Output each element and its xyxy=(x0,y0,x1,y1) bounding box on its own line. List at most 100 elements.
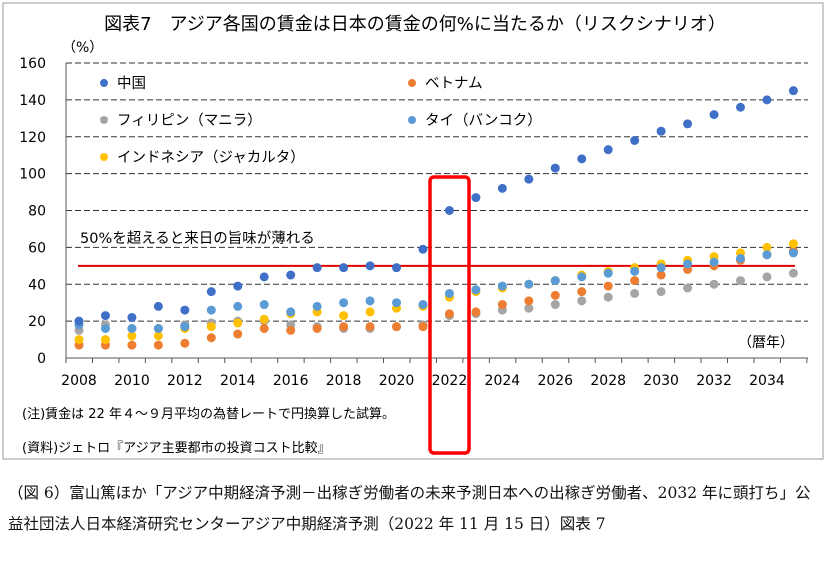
data-point xyxy=(418,244,428,254)
data-point xyxy=(312,263,322,273)
legend-marker xyxy=(100,79,108,87)
data-point xyxy=(736,102,745,112)
data-point xyxy=(577,296,587,306)
data-point xyxy=(656,270,666,280)
data-point xyxy=(444,309,454,319)
data-point xyxy=(100,311,110,321)
data-point xyxy=(683,119,693,129)
data-point xyxy=(365,296,375,306)
data-point xyxy=(100,335,110,345)
data-point xyxy=(736,276,745,286)
data-point xyxy=(603,281,613,291)
legend-marker xyxy=(100,116,108,124)
data-point xyxy=(286,270,296,280)
x-tick-label: 2030 xyxy=(643,373,679,389)
data-point xyxy=(312,324,322,333)
x-tick-label: 2010 xyxy=(114,373,150,389)
y-axis-label: （%） xyxy=(62,40,103,56)
data-point xyxy=(127,324,137,333)
data-point xyxy=(365,307,375,317)
data-point xyxy=(392,322,402,332)
data-point xyxy=(100,324,110,333)
data-point xyxy=(180,305,190,315)
data-point xyxy=(550,300,560,310)
chart-frame xyxy=(2,2,824,460)
data-point xyxy=(630,266,640,276)
y-tick-label: 100 xyxy=(19,167,46,183)
data-point xyxy=(550,163,560,173)
data-point xyxy=(233,281,243,291)
y-tick-label: 80 xyxy=(28,204,46,220)
y-tick-label: 140 xyxy=(19,93,46,109)
data-point xyxy=(339,322,349,332)
legend-label: インドネシア（ジャカルタ） xyxy=(117,149,305,166)
data-point xyxy=(471,307,481,317)
legend-label: タイ（バンコク） xyxy=(425,112,542,129)
data-point xyxy=(656,126,666,136)
data-point xyxy=(762,272,772,282)
data-point xyxy=(603,268,613,278)
data-point xyxy=(418,300,428,310)
data-point xyxy=(656,287,666,297)
data-point xyxy=(709,279,719,289)
x-tick-label: 2032 xyxy=(696,373,732,389)
data-point xyxy=(312,301,322,311)
x-tick-label: 2034 xyxy=(749,373,785,389)
y-tick-label: 20 xyxy=(28,314,46,330)
data-point xyxy=(339,311,349,321)
data-point xyxy=(392,298,402,308)
x-tick-label: 2014 xyxy=(220,373,256,389)
data-point xyxy=(286,307,296,317)
legend-label: 中国 xyxy=(117,75,146,92)
data-point xyxy=(206,322,216,332)
data-point xyxy=(233,318,243,328)
data-point xyxy=(339,263,349,273)
x-axis-label: （暦年） xyxy=(738,335,794,351)
data-point xyxy=(233,329,243,339)
data-point xyxy=(577,272,587,282)
reference-line-label: 50%を超えると来日の旨味が薄れる xyxy=(80,230,315,247)
data-point xyxy=(259,272,269,282)
data-point xyxy=(418,322,428,332)
y-tick-label: 0 xyxy=(37,351,46,367)
data-point xyxy=(683,283,693,293)
x-tick-label: 2024 xyxy=(485,373,521,389)
data-point xyxy=(206,333,216,343)
chart: 図表7 アジア各国の賃金は日本の賃金の何%に当たるか（リスクシナリオ） （%） … xyxy=(2,2,824,460)
data-point xyxy=(762,242,772,252)
data-point xyxy=(603,292,613,302)
data-point xyxy=(762,250,772,260)
data-point xyxy=(392,263,402,273)
x-tick-label: 2008 xyxy=(61,373,97,389)
data-point xyxy=(233,301,243,311)
data-point xyxy=(709,257,719,267)
data-point xyxy=(339,298,349,308)
data-point xyxy=(444,288,454,298)
data-point xyxy=(180,338,190,348)
data-point xyxy=(524,279,534,289)
data-point xyxy=(683,259,693,269)
chart-title: 図表7 アジア各国の賃金は日本の賃金の何%に当たるか（リスクシナリオ） xyxy=(104,14,726,35)
x-tick-label: 2028 xyxy=(590,373,626,389)
x-tick-label: 2020 xyxy=(379,373,415,389)
data-point xyxy=(365,322,375,332)
data-point xyxy=(180,322,190,332)
data-point xyxy=(153,340,163,350)
data-point xyxy=(550,290,560,300)
figure-caption: （図 6）富山篤ほか「アジア中期経済予測－出稼ぎ労働者の未来予測日本への出稼ぎ労… xyxy=(8,484,811,533)
data-point xyxy=(153,324,163,333)
data-point xyxy=(656,263,666,273)
chart-source: (資料)ジェトロ『アジア主要都市の投資コスト比較』 xyxy=(22,440,331,456)
y-tick-label: 120 xyxy=(19,130,46,146)
x-tick-label: 2022 xyxy=(432,373,468,389)
data-point xyxy=(788,248,798,258)
data-point xyxy=(127,340,137,350)
data-point xyxy=(127,312,137,322)
data-point xyxy=(286,325,296,335)
data-point xyxy=(206,287,216,297)
x-tick-label: 2012 xyxy=(167,373,203,389)
data-point xyxy=(153,301,163,311)
legend-marker xyxy=(408,79,416,87)
highlight-box-2022 xyxy=(428,175,471,455)
legend-label: ベトナム xyxy=(425,76,483,92)
